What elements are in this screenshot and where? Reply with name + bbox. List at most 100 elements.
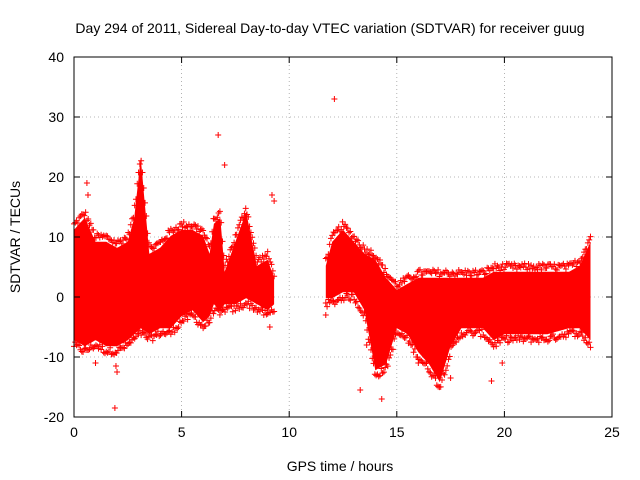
- data-point: [200, 227, 207, 234]
- data-point: [326, 241, 333, 248]
- data-point: [118, 240, 125, 247]
- data-point: [222, 308, 229, 315]
- data-point: [586, 339, 593, 346]
- data-point: [191, 221, 198, 228]
- data-point: [417, 356, 424, 363]
- data-point: [553, 267, 560, 274]
- data-point: [357, 387, 364, 393]
- data-point: [524, 266, 531, 273]
- data-point: [207, 315, 214, 322]
- data-point: [391, 335, 398, 342]
- data-point: [166, 327, 173, 334]
- data-point: [366, 339, 373, 346]
- data-point: [562, 334, 569, 341]
- data-point: [414, 354, 421, 361]
- data-point: [544, 338, 551, 345]
- data-point: [121, 345, 128, 352]
- data-point: [138, 332, 145, 339]
- x-tick-label: 15: [389, 424, 405, 440]
- data-point: [112, 363, 119, 369]
- data-point: [85, 347, 92, 354]
- data-point: [522, 336, 529, 343]
- data-point: [535, 339, 542, 346]
- data-point: [460, 271, 467, 278]
- data-point: [241, 210, 248, 217]
- data-point: [587, 233, 594, 240]
- data-point: [353, 298, 360, 305]
- data-point: [145, 239, 152, 246]
- data-point: [142, 330, 149, 337]
- data-point: [486, 267, 493, 274]
- x-axis-label: GPS time / hours: [287, 458, 394, 474]
- data-point: [581, 249, 588, 256]
- data-point: [386, 354, 393, 361]
- series-band: [322, 218, 594, 391]
- data-point: [546, 337, 553, 344]
- data-point: [76, 342, 83, 349]
- data-point: [242, 205, 249, 212]
- data-point: [125, 340, 132, 347]
- data-point: [398, 330, 405, 337]
- data-point: [231, 239, 238, 246]
- data-point: [329, 232, 336, 239]
- data-point: [539, 334, 546, 341]
- data-point: [445, 356, 452, 363]
- data-point: [247, 229, 254, 236]
- data-point: [152, 331, 159, 338]
- data-point: [174, 325, 181, 332]
- data-point: [471, 330, 478, 337]
- data-point: [555, 334, 562, 341]
- data-point: [389, 277, 396, 284]
- data-point: [507, 333, 514, 340]
- data-point: [194, 223, 201, 230]
- data-point: [271, 273, 278, 280]
- data-point: [538, 266, 545, 273]
- data-point: [269, 267, 276, 274]
- data-point: [404, 332, 411, 339]
- data-point: [503, 332, 510, 339]
- data-point: [202, 234, 209, 241]
- data-point: [149, 337, 156, 344]
- data-point: [521, 260, 528, 267]
- y-tick-label: -10: [44, 349, 64, 365]
- data-point: [346, 229, 353, 236]
- data-point: [375, 260, 382, 267]
- data-point: [419, 272, 426, 279]
- data-point: [550, 331, 557, 338]
- data-point: [552, 265, 559, 272]
- data-point: [148, 332, 155, 339]
- data-point: [583, 246, 590, 253]
- data-point: [375, 373, 382, 380]
- data-point: [264, 310, 271, 317]
- data-point: [569, 327, 576, 334]
- data-point: [130, 214, 137, 221]
- data-point: [222, 262, 229, 269]
- data-point: [413, 273, 420, 280]
- data-point: [85, 216, 92, 223]
- data-point: [525, 333, 532, 339]
- data-point: [174, 227, 181, 234]
- data-point: [215, 132, 222, 138]
- data-point: [428, 373, 435, 380]
- chart-title: Day 294 of 2011, Sidereal Day-to-day VTE…: [75, 20, 584, 36]
- data-point: [447, 375, 454, 381]
- data-point: [586, 236, 593, 243]
- data-point: [423, 360, 430, 367]
- data-point: [237, 300, 244, 307]
- data-point: [427, 269, 434, 276]
- data-point: [120, 344, 127, 351]
- data-point: [253, 252, 260, 259]
- series-fill: [74, 157, 275, 347]
- data-point: [468, 272, 475, 279]
- data-point: [259, 252, 266, 259]
- data-point: [156, 333, 163, 340]
- data-point: [406, 338, 413, 345]
- x-tick-label: 5: [178, 424, 186, 440]
- data-point: [81, 345, 88, 352]
- data-point: [481, 271, 488, 278]
- data-point: [258, 258, 265, 265]
- data-point: [543, 265, 550, 272]
- data-point: [249, 234, 256, 241]
- data-point: [92, 360, 99, 366]
